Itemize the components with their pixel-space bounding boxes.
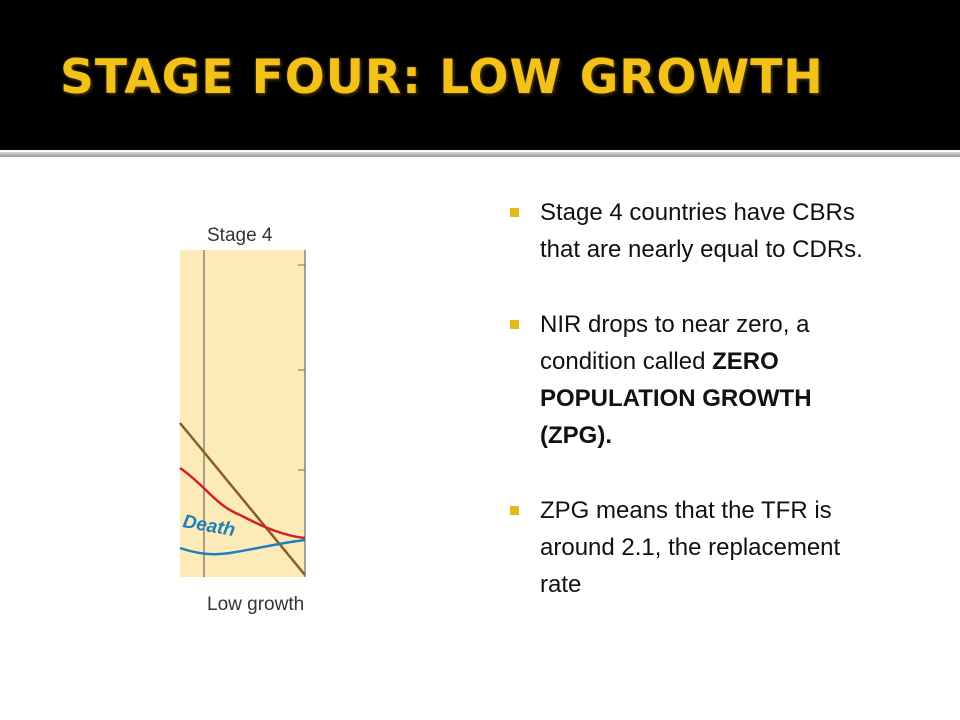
bullet-text: Stage 4 countries have CBRs that are nea… <box>540 199 863 263</box>
bullet: Stage 4 countries have CBRs that are nea… <box>508 194 868 268</box>
death-line <box>179 538 306 556</box>
figure-caption: Low growth <box>207 594 304 615</box>
bullet-list: Stage 4 countries have CBRs that are nea… <box>508 194 868 641</box>
bullet: NIR drops to near zero, a condition call… <box>508 306 868 454</box>
population-line <box>179 422 306 576</box>
divider <box>0 152 960 157</box>
bold-text: ZERO POPULATION GROWTH (ZPG). <box>540 348 812 449</box>
bullet-text: NIR drops to near zero, a condition call… <box>540 311 810 375</box>
bullet-text: ZPG means that the TFR is around 2.1, th… <box>540 497 841 598</box>
figure-heading: Stage 4 <box>207 225 273 246</box>
title-bar: STAGE FOUR: LOW GROWTH <box>0 0 960 150</box>
birth-line <box>179 466 306 540</box>
slide-title: STAGE FOUR: LOW GROWTH <box>60 50 824 105</box>
figure-panel <box>180 250 305 577</box>
bullet: ZPG means that the TFR is around 2.1, th… <box>508 492 868 603</box>
